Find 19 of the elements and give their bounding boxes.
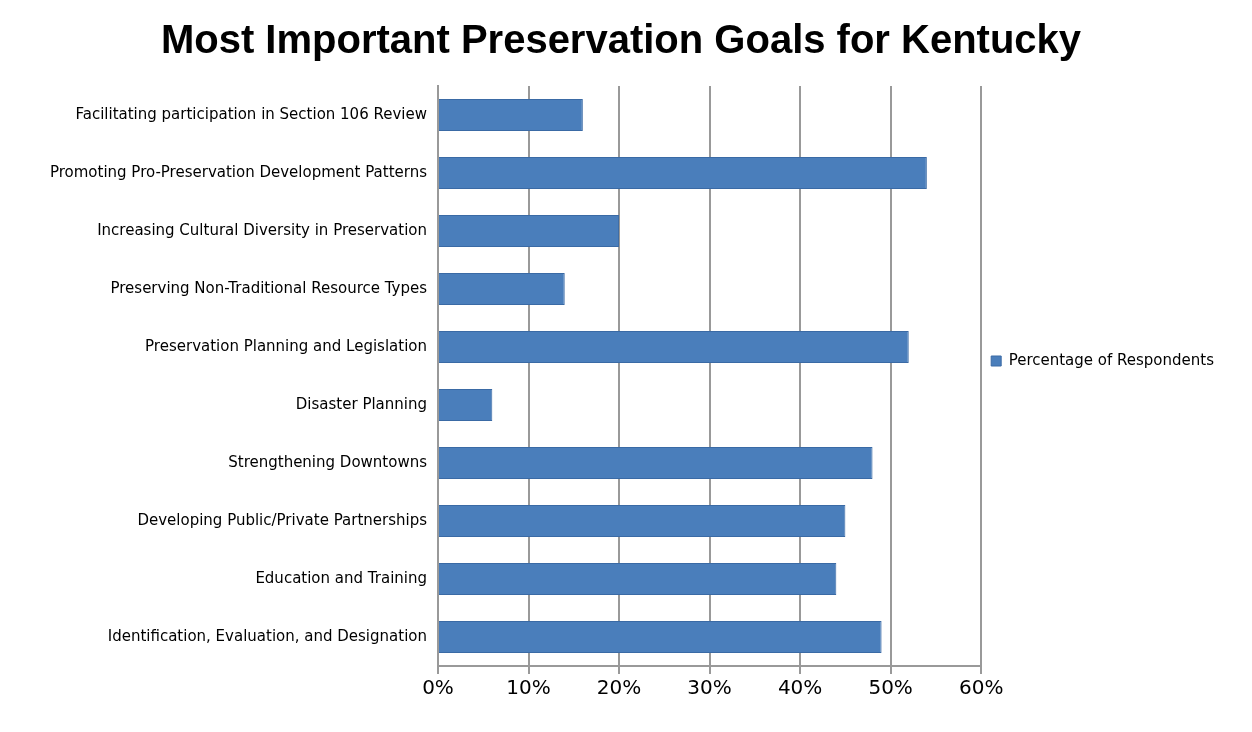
x-tick-label: 40%: [777, 675, 823, 700]
y-tick-label: Facilitating participation in Section 106 Review: [75, 104, 427, 123]
x-tick-label: 50%: [868, 675, 913, 700]
x-tick-label: 30%: [687, 675, 732, 700]
y-tick-label: Education and Training: [255, 568, 427, 587]
y-tick-label: Identification, Evaluation, and Designation: [107, 626, 427, 645]
y-tick-label: Promoting Pro-Preservation Development Patterns: [49, 162, 428, 181]
y-tick-label: Disaster Planning: [295, 394, 427, 413]
x-tick-label: 0%: [422, 675, 454, 700]
x-tick-label: 20%: [596, 675, 642, 700]
chart-title: Most Important Preservation Goals for Kentucky: [160, 17, 1082, 62]
y-tick-label: Strengthening Downtowns: [228, 452, 428, 471]
y-tick-label: Developing Public/Private Partnerships: [137, 510, 428, 529]
x-tick-label: 10%: [506, 675, 551, 700]
y-tick-label: Preservation Planning and Legislation: [145, 336, 427, 355]
x-tick-label: 60%: [958, 675, 1004, 700]
y-tick-label: Increasing Cultural Diversity in Preservation: [97, 220, 427, 239]
y-tick-label: Preserving Non-Traditional Resource Types: [110, 278, 428, 297]
legend-label: Percentage of Respondents: [1008, 350, 1215, 369]
